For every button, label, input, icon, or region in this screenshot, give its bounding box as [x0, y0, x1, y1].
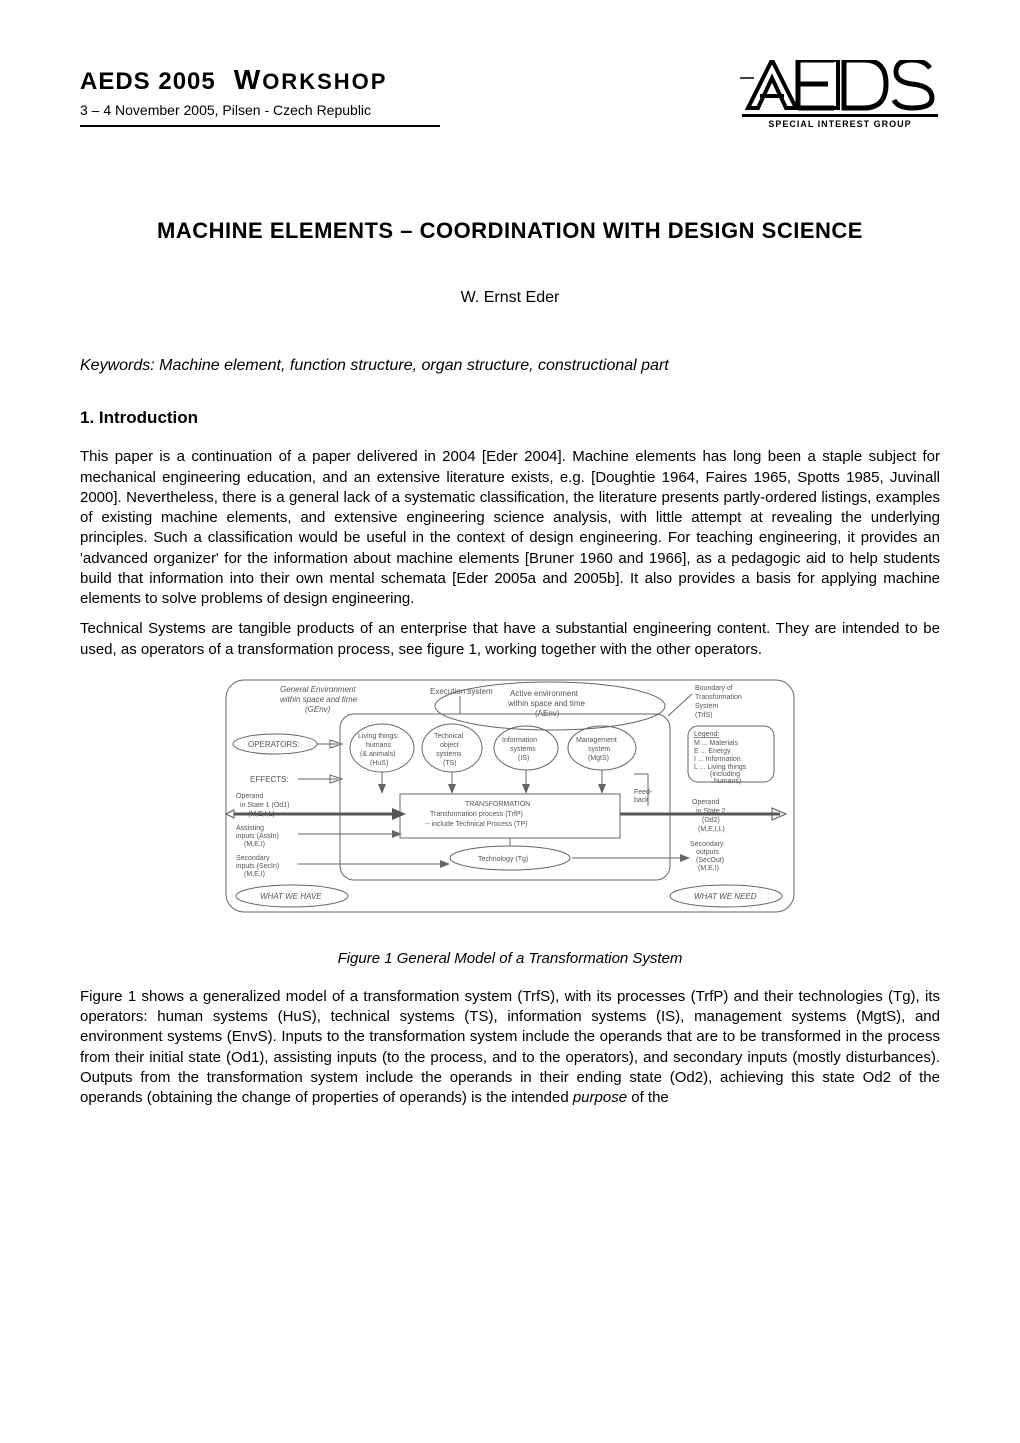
svg-text:Operand: Operand: [236, 793, 263, 800]
section-1-heading: 1. Introduction: [80, 406, 940, 430]
svg-text:Operand: Operand: [692, 799, 719, 806]
svg-text:Technical: Technical: [434, 733, 464, 740]
svg-text:(GEnv): (GEnv): [305, 705, 331, 714]
svg-text:WHAT WE NEED: WHAT WE NEED: [694, 892, 757, 901]
svg-text:(IS): (IS): [518, 755, 529, 762]
logo-bottom-text: SPECIAL INTEREST GROUP: [768, 119, 911, 129]
svg-text:Secondary: Secondary: [690, 841, 724, 848]
svg-text:EFFECTS:: EFFECTS:: [250, 775, 289, 784]
svg-text:back: back: [634, 797, 649, 804]
svg-text:E ... Energy: E ... Energy: [694, 748, 731, 755]
svg-text:Secondary: Secondary: [236, 855, 270, 862]
svg-text:(HuS): (HuS): [370, 760, 388, 767]
header-row: AEDS 2005 WORKSHOP 3 – 4 November 2005, …: [80, 60, 940, 136]
header-left: AEDS 2005 WORKSHOP 3 – 4 November 2005, …: [80, 60, 740, 127]
svg-text:object: object: [440, 742, 459, 749]
svg-text:system: system: [588, 746, 610, 753]
paragraph-2: Technical Systems are tangible products …: [80, 619, 940, 660]
svg-text:(Od2): (Od2): [702, 817, 720, 824]
svg-text:(M,E,I): (M,E,I): [698, 865, 719, 872]
svg-text:System: System: [695, 703, 719, 710]
svg-text:Assisting: Assisting: [236, 825, 264, 832]
author-name: W. Ernst Eder: [80, 287, 940, 309]
svg-text:Technology (Tg): Technology (Tg): [478, 856, 528, 863]
figure-1-caption: Figure 1 General Model of a Transformati…: [80, 948, 940, 969]
svg-text:M ... Materials: M ... Materials: [694, 740, 738, 747]
svg-text:(MgtS): (MgtS): [588, 755, 609, 762]
figure-1: General Environment within space and tim…: [80, 674, 940, 969]
svg-text:-- include Technical Process (: -- include Technical Process (TP): [425, 821, 528, 828]
svg-text:I ... Information: I ... Information: [694, 756, 741, 763]
svg-text:(including: (including: [710, 771, 740, 778]
svg-text:TRANSFORMATION: TRANSFORMATION: [465, 801, 530, 808]
svg-text:inputs (AssIn): inputs (AssIn): [236, 833, 279, 840]
svg-text:systems: systems: [510, 746, 536, 753]
svg-text:outputs: outputs: [696, 849, 719, 856]
svg-text:Active environment: Active environment: [510, 689, 579, 698]
svg-text:Living things:: Living things:: [358, 733, 399, 740]
conference-name: AEDS 2005: [80, 65, 216, 99]
svg-text:(& animals): (& animals): [360, 751, 395, 758]
svg-text:humans: humans: [366, 742, 391, 749]
svg-text:Transformation process (TrfP): Transformation process (TrfP): [430, 811, 523, 818]
svg-text:within space and time: within space and time: [507, 699, 585, 708]
svg-text:OPERATORS:: OPERATORS:: [248, 740, 300, 749]
svg-text:(M,E,I,L): (M,E,I,L): [698, 826, 725, 833]
svg-text:WHAT WE HAVE: WHAT WE HAVE: [260, 892, 322, 901]
paper-title: MACHINE ELEMENTS – COORDINATION WITH DES…: [80, 216, 940, 247]
svg-text:inputs (SecIn): inputs (SecIn): [236, 863, 279, 870]
svg-text:Execution system: Execution system: [430, 687, 493, 696]
svg-text:(M,E,I): (M,E,I): [244, 841, 265, 848]
svg-text:General Environment: General Environment: [280, 685, 356, 694]
svg-text:(SecOut): (SecOut): [696, 857, 724, 864]
workshop-label: WORKSHOP: [234, 60, 388, 99]
paragraph-3: Figure 1 shows a generalized model of a …: [80, 987, 940, 1109]
aeds-logo: SPECIAL INTEREST GROUP: [740, 60, 940, 136]
svg-text:Management: Management: [576, 737, 617, 744]
svg-text:(TrfS): (TrfS): [695, 712, 713, 719]
paragraph-1: This paper is a continuation of a paper …: [80, 447, 940, 609]
svg-text:Feed-: Feed-: [634, 789, 653, 796]
svg-text:humans): humans): [714, 778, 741, 785]
svg-text:Information: Information: [502, 737, 537, 744]
transformation-system-diagram: General Environment within space and tim…: [220, 674, 800, 930]
svg-text:Legend:: Legend:: [694, 731, 719, 738]
svg-text:in State 1 (Od1): in State 1 (Od1): [240, 802, 289, 809]
svg-text:Transformation: Transformation: [695, 694, 742, 701]
header-underline: [80, 125, 440, 127]
paragraph-3-text: Figure 1 shows a generalized model of a …: [80, 988, 940, 1106]
svg-text:L ... Living things: L ... Living things: [694, 764, 747, 771]
conference-subtitle: 3 – 4 November 2005, Pilsen - Czech Repu…: [80, 101, 740, 121]
svg-text:(TS): (TS): [443, 760, 457, 767]
keywords-line: Keywords: Machine element, function stru…: [80, 355, 940, 377]
svg-text:systems: systems: [436, 751, 462, 758]
svg-text:(M,E,I): (M,E,I): [244, 871, 265, 878]
workshop-rest: ORKSHOP: [262, 69, 387, 94]
svg-text:within space and time: within space and time: [280, 695, 357, 704]
svg-text:Boundary of: Boundary of: [695, 685, 733, 692]
